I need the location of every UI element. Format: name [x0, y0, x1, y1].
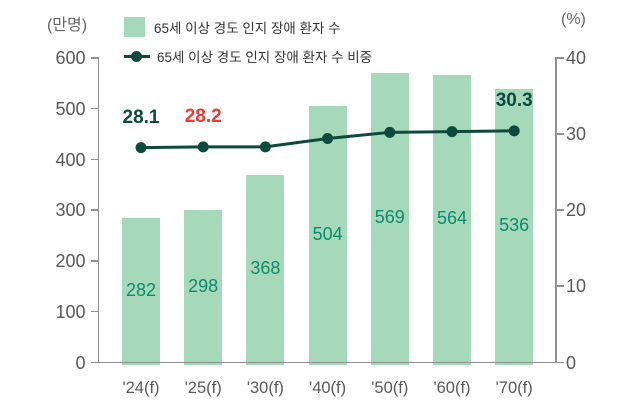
bar-value-label: 282 [125, 279, 157, 300]
legend-item-patient-count: 65세 이상 경도 인지 장애 환자 수 [124, 16, 372, 38]
left-axis-tick [90, 57, 98, 59]
right-axis-tick-label: 10 [566, 276, 587, 297]
bar-value-label: 368 [250, 258, 281, 279]
left-axis-tick-label: 200 [55, 251, 86, 271]
bar-value-label: 536 [499, 215, 530, 236]
share-value-label: 28.1 [122, 106, 160, 128]
share-point-70f [508, 125, 520, 137]
left-axis-tick [90, 158, 98, 160]
left-axis-tick-label: 600 [55, 48, 86, 68]
left-axis-tick-label: 300 [55, 200, 86, 221]
x-axis-label-70f: '70(f) [495, 379, 533, 397]
right-axis-unit-label: (%) [561, 11, 586, 28]
right-axis-tick [556, 133, 564, 135]
x-axis-label-60f: '60(f) [433, 379, 471, 397]
bar-'40(f) [308, 105, 347, 365]
left-axis-tick-label: 0 [75, 352, 86, 373]
legend-label-patient-share: 65세 이상 경도 인지 장애 환자 수 비중 [157, 50, 373, 65]
right-axis-tick-label: 30 [566, 124, 587, 145]
bottom-axis-line [97, 361, 557, 363]
bar-swatch-icon [124, 17, 145, 37]
left-axis-tick [90, 310, 98, 313]
left-axis-unit-label: (만명) [46, 17, 88, 34]
left-axis-line [97, 57, 99, 363]
x-axis-label-50f: '50(f) [371, 379, 409, 397]
right-axis-line [555, 57, 557, 363]
right-axis-tick [556, 209, 564, 211]
x-axis-label-25f: '25(f) [184, 379, 222, 397]
bar-'30(f) [246, 174, 285, 365]
share-point-60f [446, 126, 458, 138]
bar-'60(f) [433, 75, 471, 365]
share-point-50f [384, 126, 396, 138]
left-axis-tick [90, 361, 98, 363]
bar-'25(f) [184, 210, 223, 365]
right-axis-tick-label: 40 [566, 48, 587, 68]
left-axis-tick [90, 260, 98, 262]
right-axis-tick-label: 20 [566, 200, 587, 221]
bar-value-label: 504 [312, 223, 343, 244]
share-value-label: 28.2 [184, 105, 222, 127]
right-axis-tick [556, 361, 564, 363]
bar-value-label: 298 [188, 275, 219, 296]
share-point-24f [135, 142, 147, 154]
share-point-40f [322, 132, 334, 144]
right-axis-tick [556, 285, 564, 287]
chart-legend: 65세 이상 경도 인지 장애 환자 수 65세 이상 경도 인지 장애 환자 … [124, 16, 372, 74]
bar-'24(f) [122, 218, 160, 365]
x-axis-label-30f: '30(f) [246, 379, 284, 397]
legend-label-patient-count: 65세 이상 경도 인지 장애 환자 수 [154, 21, 341, 36]
line-dot-icon [124, 50, 150, 62]
left-axis-tick-label: 500 [55, 98, 86, 119]
share-point-30f [259, 141, 271, 153]
right-axis-tick [556, 57, 564, 59]
left-axis-tick-label: 400 [55, 149, 86, 170]
bar-value-label: 564 [436, 208, 468, 229]
share-point-25f [197, 141, 209, 153]
x-axis-label-40f: '40(f) [309, 379, 347, 397]
legend-item-patient-share: 65세 이상 경도 인지 장애 환자 수 비중 [124, 45, 372, 67]
bar-value-label: 569 [374, 207, 405, 228]
left-axis-tick [90, 107, 98, 110]
share-value-label: 30.3 [495, 89, 533, 111]
bar-'50(f) [370, 72, 409, 365]
x-axis-label-24f: '24(f) [122, 379, 160, 397]
left-axis-tick-label: 100 [55, 301, 86, 322]
right-axis-tick-label: 0 [566, 352, 577, 373]
left-axis-tick [90, 209, 98, 211]
